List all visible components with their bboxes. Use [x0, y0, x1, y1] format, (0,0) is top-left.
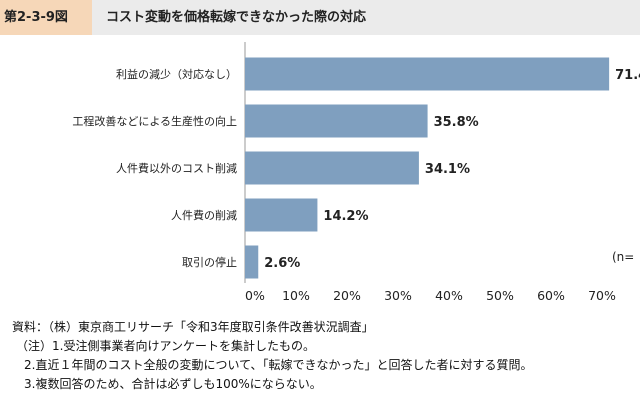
- bar-2: [245, 151, 419, 185]
- data-label-3: 14.2%: [323, 209, 368, 224]
- x-tick-label-1: 10%: [282, 288, 310, 303]
- note-3: 3.複数回答のため、合計は必ずしも100%にならない。: [24, 377, 322, 391]
- x-tick-label-5: 50%: [486, 288, 514, 303]
- x-tick-label-7: 70%: [588, 288, 616, 303]
- figure-header: 第2-3-9図 コスト変動を価格転嫁できなかった際の対応: [0, 0, 640, 35]
- figure-label: 第2-3-9図: [0, 0, 92, 35]
- note-1: （注）1.受注側事業者向けアンケートを集計したもの。: [16, 339, 315, 353]
- x-tick-label-2: 20%: [333, 288, 361, 303]
- source-notes: 資料：（株）東京商工リサーチ「令和3年度取引条件改善状況調査」 （注）1.受注側…: [12, 318, 533, 394]
- figure-title: コスト変動を価格転嫁できなかった際の対応: [92, 0, 640, 35]
- x-tick-label-3: 30%: [384, 288, 412, 303]
- data-label-4: 2.6%: [264, 256, 300, 271]
- category-label-2: 人件費以外のコスト削減: [116, 161, 237, 175]
- x-tick-label-0: 0%: [245, 288, 265, 303]
- note-2: 2.直近１年間のコスト全般の変動について、「転嫁できなかった」と回答した者に対す…: [24, 358, 533, 372]
- sample-size-label: (n=: [612, 250, 634, 264]
- category-label-4: 取引の停止: [182, 255, 237, 269]
- data-label-1: 35.8%: [434, 115, 479, 130]
- note-source: 資料：（株）東京商工リサーチ「令和3年度取引条件改善状況調査」: [12, 320, 374, 334]
- data-label-0: 71.4%: [615, 68, 640, 83]
- x-tick-label-4: 40%: [435, 288, 463, 303]
- bar-1: [245, 104, 428, 138]
- x-tick-label-6: 60%: [537, 288, 565, 303]
- category-label-3: 人件費の削減: [171, 208, 237, 222]
- bar-3: [245, 198, 318, 232]
- bar-chart: 利益の減少（対応なし） 71.4% 工程改善などによる生産性の向上 35.8% 人件費以…: [72, 42, 640, 303]
- category-label-1: 工程改善などによる生産性の向上: [72, 114, 237, 128]
- bar-4: [245, 245, 259, 279]
- category-label-0: 利益の減少（対応なし）: [116, 67, 237, 81]
- bar-0: [245, 57, 610, 91]
- data-label-2: 34.1%: [425, 162, 470, 177]
